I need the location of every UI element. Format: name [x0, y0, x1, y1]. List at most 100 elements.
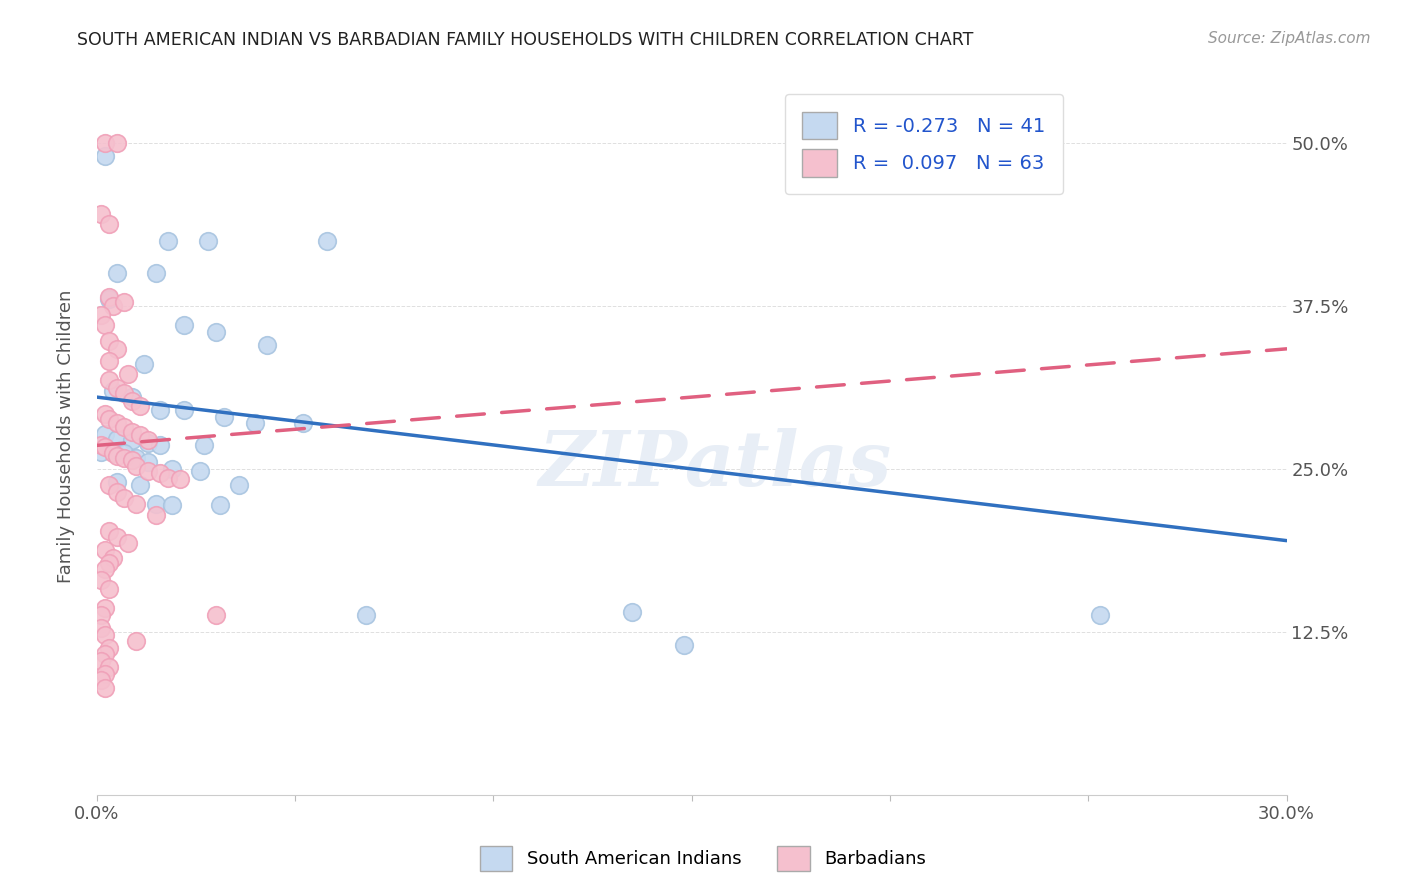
Point: [97, 582, 120, 596]
Text: ZIPatlas: ZIPatlas: [538, 428, 891, 502]
Point: [672, 638, 695, 652]
Point: [136, 465, 159, 479]
Point: [117, 367, 139, 381]
Point: [157, 471, 180, 485]
Point: [93, 440, 115, 454]
Point: [129, 399, 152, 413]
Point: [197, 234, 219, 248]
Point: [90, 621, 112, 635]
Point: [160, 499, 183, 513]
Point: [93, 426, 115, 441]
Point: [136, 433, 159, 447]
Point: [129, 428, 152, 442]
Point: [121, 452, 143, 467]
Point: [93, 647, 115, 661]
Point: [93, 562, 115, 576]
Point: [90, 438, 112, 452]
Point: [105, 136, 128, 150]
Point: [101, 445, 124, 459]
Point: [97, 334, 120, 348]
Point: [212, 409, 235, 424]
Point: [173, 403, 195, 417]
Point: [125, 497, 148, 511]
Point: [101, 384, 124, 398]
Point: [245, 416, 267, 430]
Point: [90, 308, 112, 322]
Point: [90, 207, 112, 221]
Point: [256, 338, 278, 352]
Point: [90, 573, 112, 587]
Point: [97, 217, 120, 231]
Point: [188, 465, 211, 479]
Point: [125, 451, 148, 466]
Point: [125, 459, 148, 474]
Point: [105, 530, 128, 544]
Point: [315, 234, 337, 248]
Point: [173, 318, 195, 333]
Point: [97, 292, 120, 306]
Point: [90, 445, 112, 459]
Point: [93, 601, 115, 615]
Point: [114, 420, 136, 434]
Point: [93, 318, 115, 333]
Point: [208, 499, 231, 513]
Point: [228, 477, 250, 491]
Point: [105, 381, 128, 395]
Point: [145, 497, 167, 511]
Point: [114, 446, 136, 460]
Point: [136, 435, 159, 450]
Point: [149, 438, 172, 452]
Point: [1088, 607, 1111, 622]
Point: [356, 607, 378, 622]
Point: [129, 477, 152, 491]
Legend: South American Indians, Barbadians: South American Indians, Barbadians: [472, 838, 934, 879]
Point: [121, 394, 143, 409]
Point: [97, 477, 120, 491]
Point: [93, 136, 115, 150]
Y-axis label: Family Households with Children: Family Households with Children: [58, 290, 75, 583]
Point: [204, 607, 226, 622]
Point: [97, 556, 120, 570]
Point: [97, 373, 120, 387]
Point: [97, 640, 120, 655]
Point: [93, 681, 115, 695]
Point: [105, 449, 128, 463]
Point: [105, 432, 128, 446]
Point: [93, 627, 115, 641]
Point: [105, 485, 128, 500]
Point: [101, 550, 124, 565]
Point: [160, 462, 183, 476]
Point: [149, 466, 172, 480]
Point: [136, 455, 159, 469]
Point: [97, 290, 120, 304]
Point: [157, 234, 180, 248]
Point: [93, 666, 115, 681]
Legend: R = -0.273   N = 41, R =  0.097   N = 63: R = -0.273 N = 41, R = 0.097 N = 63: [785, 95, 1063, 194]
Point: [90, 654, 112, 668]
Point: [114, 491, 136, 505]
Point: [117, 536, 139, 550]
Point: [90, 673, 112, 688]
Point: [97, 412, 120, 426]
Point: [145, 508, 167, 522]
Point: [121, 425, 143, 440]
Point: [114, 386, 136, 401]
Point: [149, 403, 172, 417]
Point: [193, 438, 215, 452]
Point: [97, 353, 120, 368]
Point: [101, 446, 124, 460]
Point: [134, 358, 156, 372]
Point: [121, 433, 143, 447]
Point: [169, 472, 191, 486]
Point: [105, 475, 128, 489]
Point: [97, 524, 120, 539]
Point: [204, 325, 226, 339]
Point: [93, 149, 115, 163]
Point: [121, 390, 143, 404]
Point: [291, 416, 314, 430]
Point: [93, 542, 115, 557]
Point: [105, 342, 128, 356]
Point: [90, 607, 112, 622]
Point: [97, 660, 120, 674]
Text: SOUTH AMERICAN INDIAN VS BARBADIAN FAMILY HOUSEHOLDS WITH CHILDREN CORRELATION C: SOUTH AMERICAN INDIAN VS BARBADIAN FAMIL…: [77, 31, 974, 49]
